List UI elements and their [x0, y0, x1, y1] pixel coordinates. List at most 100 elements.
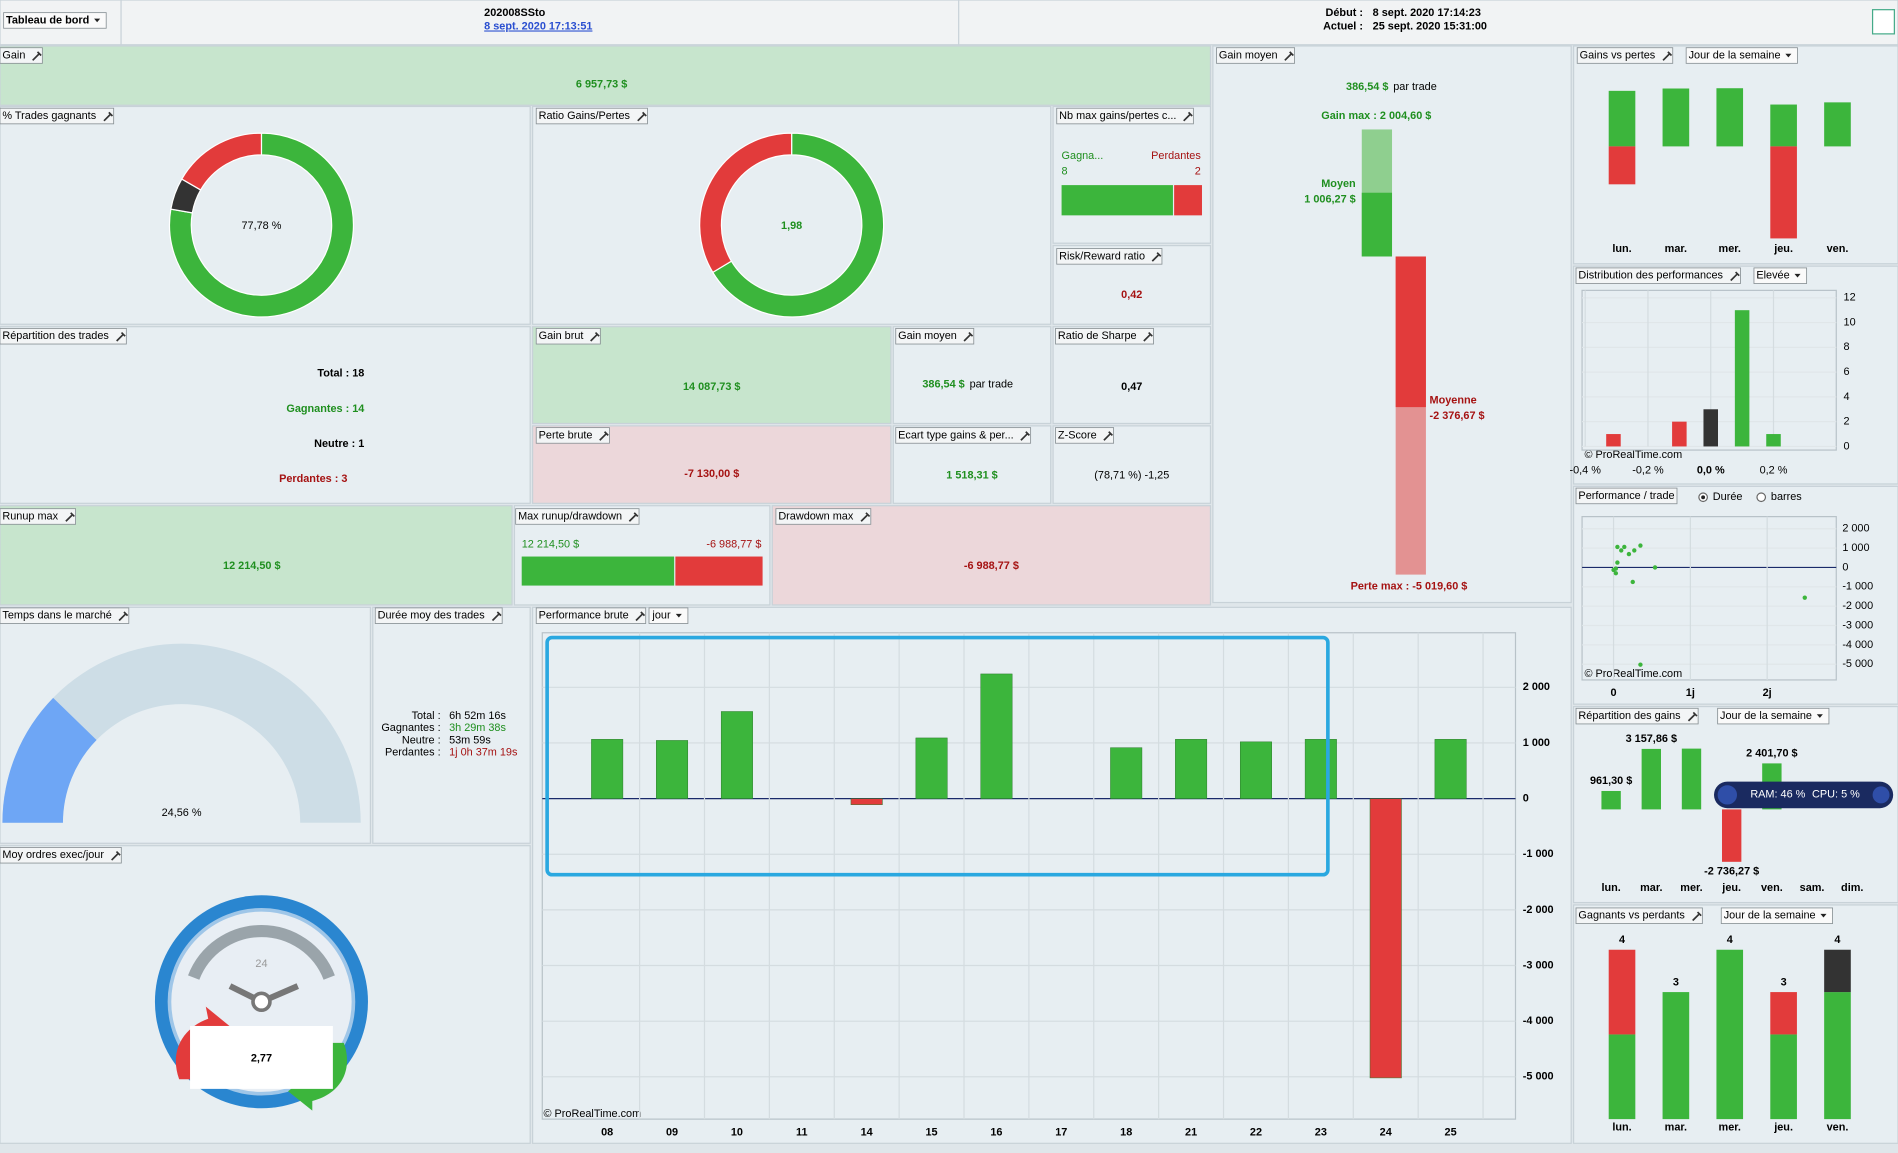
panel-title: Gains vs pertes: [1580, 50, 1656, 62]
wrench-icon[interactable]: [111, 850, 121, 861]
panel-title: Gain brut: [539, 330, 584, 342]
dropdown-box[interactable]: [3, 12, 107, 29]
bar: [1766, 434, 1781, 447]
wrench-icon[interactable]: [116, 331, 126, 342]
wrench-icon[interactable]: [1284, 51, 1294, 61]
title-box: [1575, 267, 1741, 284]
wrench-icon[interactable]: [32, 51, 42, 61]
runup-bar: [521, 556, 675, 586]
wrench-icon[interactable]: [491, 611, 502, 622]
system-monitor: RAM: 46 % CPU: 5 %: [1714, 781, 1894, 809]
monitor-button[interactable]: [1872, 786, 1890, 804]
icon[interactable]: [1871, 9, 1895, 35]
wrench-icon[interactable]: [637, 111, 647, 122]
menu[interactable]: Tableau de bord: [6, 14, 89, 26]
plot-area: [1581, 289, 1837, 451]
panel-title: Nb max gains/pertes c...: [1059, 110, 1176, 122]
wrench-icon[interactable]: [65, 512, 75, 522]
x-tick-label: 08: [601, 1126, 613, 1138]
wrench-icon[interactable]: [1151, 252, 1162, 262]
wrench-icon[interactable]: [635, 611, 646, 622]
bar: [1734, 310, 1750, 447]
y-tick-label: 6: [1844, 366, 1850, 378]
panel-title: Moy ordres exec/jour: [2, 849, 104, 861]
orders-value: 2,77: [251, 1053, 272, 1065]
avg-win-label: 1 006,27 $: [1304, 194, 1355, 206]
period-dropdown[interactable]: Jour de la semaine: [1720, 710, 1812, 722]
x-tick-label: mer.: [1680, 882, 1702, 894]
duration-value: 1j 0h 37m 19s: [449, 746, 518, 758]
bar: [591, 739, 624, 799]
x-tick-label: 0,2 %: [1760, 465, 1788, 477]
y-tick-label: 1 000: [1842, 542, 1869, 554]
dropdown-box[interactable]: [1717, 707, 1830, 725]
bar: [915, 737, 948, 799]
period-dropdown[interactable]: Jour de la semaine: [1724, 910, 1816, 922]
bar: [720, 711, 753, 799]
panel-title: Gain: [2, 50, 25, 62]
date-link[interactable]: 8 sept. 2020 17:13:51: [484, 20, 592, 32]
stack-segment: [1662, 992, 1690, 1120]
dropdown-arrow: [1785, 53, 1792, 58]
y-tick-label: 0: [1842, 561, 1848, 573]
panel-title: Gagnants vs perdants: [1578, 910, 1685, 922]
monitor-icon: [1717, 785, 1738, 805]
dropdown-box[interactable]: [648, 607, 689, 624]
start-label: Début :: [1326, 7, 1363, 19]
title-box: [1056, 248, 1163, 265]
radio-label[interactable]: Durée: [1713, 491, 1743, 503]
wrench-icon[interactable]: [1730, 271, 1740, 282]
wrench-icon[interactable]: [1103, 431, 1113, 441]
x-tick-label: ven.: [1827, 1121, 1849, 1133]
x-tick-label: 0,0 %: [1697, 465, 1725, 477]
period-dropdown[interactable]: Jour de la semaine: [1689, 50, 1781, 62]
wrench-icon[interactable]: [118, 611, 129, 622]
stack-segment: [1824, 949, 1851, 993]
y-tick-label: -3 000: [1842, 619, 1873, 631]
dropdown-box[interactable]: [1685, 47, 1798, 64]
dropdown-arrow: [1816, 714, 1823, 718]
radio-label[interactable]: barres: [1771, 491, 1802, 503]
stack-segment: [1608, 1034, 1636, 1120]
duration-value: 3h 29m 38s: [449, 722, 506, 734]
y-tick-label: 1 000: [1523, 737, 1550, 749]
x-tick-label: 14: [861, 1126, 873, 1138]
wrench-icon[interactable]: [1143, 331, 1153, 342]
bar: [656, 740, 689, 799]
wrench-icon[interactable]: [1692, 911, 1702, 922]
wrench-icon[interactable]: [1020, 431, 1030, 441]
wrench-icon[interactable]: [963, 331, 974, 342]
wrench-icon[interactable]: [103, 111, 114, 122]
panel-title: Ecart type gains & per...: [898, 429, 1013, 441]
donut-segment: [180, 132, 263, 191]
wrench-icon[interactable]: [1687, 711, 1698, 722]
loss-bar: [1770, 146, 1797, 239]
value-label: 3 157,86 $: [1626, 733, 1677, 745]
runup-label: 12 214,50 $: [522, 538, 579, 550]
level-dropdown[interactable]: Elevée: [1756, 270, 1789, 282]
radio[interactable]: [1756, 492, 1767, 503]
std-dev-value: 1 518,31 $: [946, 469, 997, 481]
panel-title: Drawdown max: [778, 510, 854, 522]
wrench-icon[interactable]: [590, 331, 600, 342]
x-tick-label: 15: [926, 1126, 938, 1138]
point: [1630, 579, 1635, 585]
panel-title: Z-Score: [1058, 429, 1097, 441]
period-dropdown[interactable]: jour: [651, 610, 671, 622]
x-tick-label: 0: [1611, 687, 1617, 699]
wrench-icon[interactable]: [1183, 111, 1193, 122]
x-tick-label: mer.: [1719, 243, 1741, 255]
wrench-icon[interactable]: [599, 431, 609, 441]
dropdown-box[interactable]: [1753, 267, 1808, 284]
loss-label: Perdantes: [1151, 150, 1201, 162]
drawdown-bar: [675, 556, 763, 586]
title-box: [0, 607, 130, 624]
title-box: [0, 508, 76, 525]
dropdown-box[interactable]: [1720, 907, 1833, 924]
wrench-icon[interactable]: [1662, 51, 1673, 61]
wrench-icon[interactable]: [628, 512, 639, 522]
loss-bar: [1174, 185, 1202, 216]
value-label: -2 736,27 $: [1704, 865, 1759, 877]
wrench-icon[interactable]: [860, 512, 871, 522]
bar: [1304, 739, 1337, 799]
